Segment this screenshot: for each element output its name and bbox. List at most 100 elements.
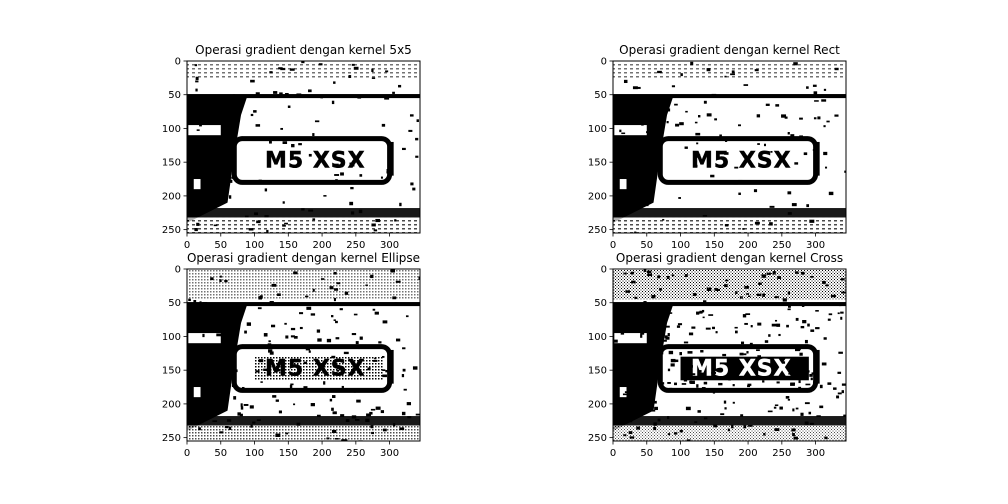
speckle	[724, 284, 728, 288]
speckle	[679, 352, 682, 356]
speckle	[212, 368, 216, 372]
speckle	[195, 88, 198, 92]
speckle	[788, 304, 791, 308]
speckle	[812, 84, 817, 87]
speckle	[255, 92, 260, 95]
speckle	[837, 371, 842, 374]
speckle	[638, 152, 644, 154]
plate-background	[680, 356, 809, 381]
speckle	[662, 324, 665, 327]
speckle	[759, 95, 764, 99]
speckle	[740, 341, 745, 345]
y-tick-label: 100	[162, 332, 181, 343]
speckle	[331, 355, 336, 359]
binary-image: M5 XSX	[613, 61, 846, 233]
speckle	[724, 75, 727, 78]
speckle	[219, 279, 222, 283]
speckle	[657, 70, 662, 74]
x-tick-label: 200	[739, 448, 758, 459]
speckle	[702, 214, 708, 217]
speckle	[213, 224, 218, 227]
speckle	[823, 151, 828, 156]
speckle	[375, 218, 380, 223]
speckle	[675, 123, 680, 127]
speckle	[365, 418, 370, 423]
speckle	[733, 181, 738, 185]
speckle	[290, 327, 296, 331]
speckle	[623, 434, 627, 437]
speckle	[674, 382, 677, 386]
speckle	[271, 283, 277, 287]
speckle	[202, 382, 206, 386]
speckle	[723, 400, 727, 404]
edge-line	[613, 302, 846, 307]
x-tick-label: 50	[640, 240, 653, 251]
speckle	[256, 419, 261, 421]
speckle	[662, 218, 665, 221]
speckle	[795, 317, 799, 321]
speckle	[774, 404, 779, 407]
speckle	[705, 327, 711, 330]
speckle	[373, 229, 378, 232]
speckle	[617, 152, 620, 155]
speckle	[225, 364, 229, 368]
speckle	[224, 279, 228, 283]
x-tick-label: 0	[610, 240, 616, 251]
speckle	[681, 383, 687, 385]
speckle	[634, 296, 638, 299]
speckle	[614, 402, 620, 406]
speckle	[263, 333, 268, 337]
speckle	[195, 80, 199, 83]
highlight-blob	[193, 179, 201, 190]
speckle	[790, 382, 795, 386]
speckle	[841, 390, 844, 394]
upper-texture	[187, 269, 420, 300]
speckle	[334, 174, 340, 176]
x-tick-label: 300	[806, 240, 825, 251]
speckle	[357, 346, 360, 350]
speckle	[662, 313, 666, 316]
speckle	[199, 123, 202, 127]
speckle	[291, 143, 295, 148]
speckle	[775, 104, 780, 107]
speckle	[684, 274, 688, 277]
y-tick-label: 100	[588, 332, 607, 343]
speckle	[747, 383, 752, 386]
speckle	[650, 314, 654, 319]
x-tick-label: 250	[772, 240, 791, 251]
speckle	[815, 327, 820, 330]
speckle	[638, 117, 643, 121]
speckle	[670, 358, 676, 363]
speckle	[255, 124, 261, 127]
speckle	[744, 285, 749, 289]
speckle	[816, 415, 821, 418]
speckle	[834, 114, 839, 117]
speckle	[415, 137, 419, 141]
speckle	[670, 363, 675, 367]
speckle	[349, 201, 354, 206]
y-tick-label: 250	[588, 433, 607, 444]
speckle	[817, 116, 821, 120]
y-tick-label: 50	[594, 298, 607, 309]
speckle	[392, 296, 397, 300]
speckle	[799, 135, 803, 138]
speckle	[696, 384, 699, 388]
speckle	[664, 325, 670, 328]
speckle	[371, 431, 374, 435]
speckle	[770, 150, 773, 153]
speckle	[706, 68, 711, 72]
speckle	[794, 162, 799, 165]
speckle	[256, 220, 261, 224]
plate-edge	[389, 141, 394, 176]
speckle	[202, 402, 208, 404]
speckle	[696, 142, 699, 145]
speckle	[831, 294, 836, 298]
speckle	[838, 303, 842, 307]
speckle	[320, 278, 325, 280]
highlight-blob	[619, 179, 627, 190]
speckle	[745, 313, 751, 316]
speckle	[840, 311, 844, 314]
speckle	[719, 134, 722, 137]
speckle	[333, 297, 336, 302]
speckle	[695, 154, 701, 158]
